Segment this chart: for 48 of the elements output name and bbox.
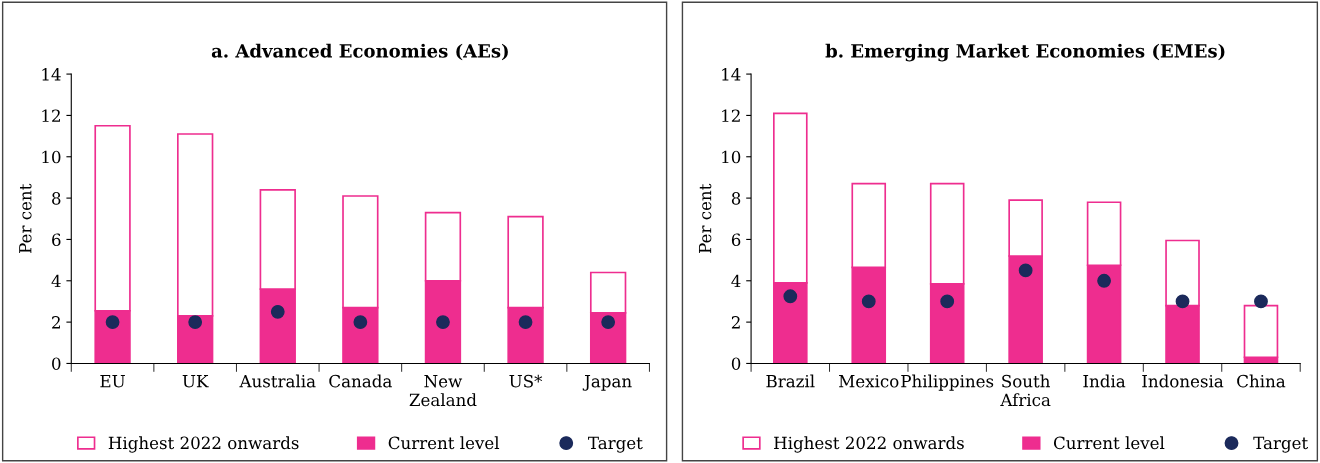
y-tick-label: 10 [42, 150, 61, 164]
x-tick-label: Australia [239, 374, 316, 388]
chart-title: b. Emerging Market Economies (EMEs) [825, 43, 1225, 62]
x-tick-label: Japan [582, 375, 632, 391]
x-tick-label: Indonesia [1142, 374, 1224, 388]
x-tick-label: India [1083, 374, 1126, 388]
x-tick-label: South Africa [1000, 374, 1051, 407]
y-tick-label: 0 [731, 357, 741, 371]
y-tick-label: 12 [722, 109, 740, 122]
x-tick-label: Canada [329, 374, 392, 388]
y-tick-label: 12 [42, 109, 60, 122]
legend-label: Target [1253, 436, 1309, 453]
point [1018, 263, 1033, 278]
point [783, 289, 798, 304]
y-tick-label: 0 [52, 357, 61, 371]
y-tick-label: 8 [52, 192, 61, 205]
point [1175, 294, 1190, 309]
legend-label: Current level [1053, 436, 1165, 450]
legend-label: Highest 2022 onwards [108, 436, 299, 453]
y-tick-label: 10 [722, 150, 741, 164]
y-tick-label: 8 [731, 192, 741, 205]
x-tick-label: China [1237, 374, 1286, 388]
point [1097, 273, 1111, 288]
x-tick-label: Brazil [766, 374, 815, 388]
x-tick-label: US* [509, 374, 543, 388]
y-tick-label: 14 [722, 68, 741, 81]
y-tick-label: 2 [731, 316, 740, 329]
legend-label: Highest 2022 onwards [774, 436, 964, 453]
y-axis-title: Per cent [698, 183, 712, 253]
legend-label: Current level [388, 436, 500, 450]
x-tick-label: New Zealand [409, 375, 477, 407]
y-tick-label: 4 [731, 274, 741, 288]
x-tick-label: EU [100, 375, 125, 388]
x-tick-label: Philippines [901, 374, 994, 391]
y-tick-label: 4 [51, 274, 61, 288]
y-tick-label: 2 [52, 316, 60, 329]
legend-label: Target [588, 436, 643, 453]
point [940, 294, 955, 309]
x-tick-label: UK [182, 375, 209, 388]
y-tick-label: 6 [52, 233, 61, 247]
point [861, 294, 876, 309]
bar [1243, 304, 1279, 359]
x-tick-label: Mexico [839, 374, 899, 388]
y-axis-title: Per cent [19, 183, 32, 253]
chart-title: a. Advanced Economies (AEs) [211, 43, 508, 61]
y-tick-label: 14 [42, 68, 61, 81]
y-tick-label: 6 [731, 233, 741, 247]
point [1254, 294, 1268, 309]
